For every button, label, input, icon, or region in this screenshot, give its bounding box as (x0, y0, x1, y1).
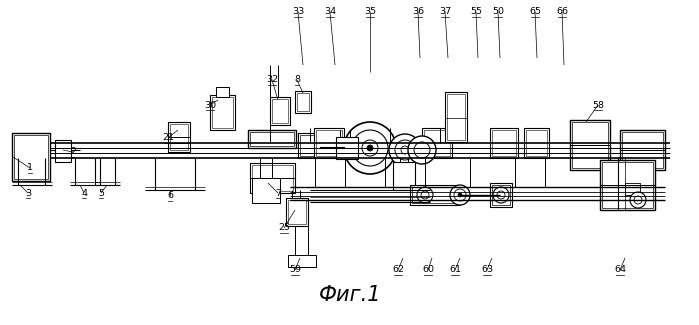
Bar (492, 130, 516, 156)
Bar (602, 162, 653, 208)
Bar (252, 178, 280, 203)
Bar (620, 130, 665, 170)
Bar (210, 95, 235, 130)
Circle shape (454, 189, 466, 201)
Text: 35: 35 (364, 7, 376, 17)
Text: 30: 30 (204, 100, 216, 110)
Bar (250, 132, 294, 146)
Bar (393, 162, 415, 190)
Bar (492, 185, 510, 205)
Bar (490, 183, 512, 207)
Bar (297, 93, 309, 111)
Circle shape (497, 191, 505, 199)
Bar (445, 92, 467, 142)
Circle shape (389, 134, 421, 166)
Bar (272, 99, 288, 123)
Circle shape (450, 185, 470, 205)
Bar (286, 198, 308, 226)
Circle shape (344, 122, 396, 174)
Text: 63: 63 (481, 266, 493, 275)
Text: 21: 21 (162, 134, 174, 142)
Bar (252, 165, 293, 191)
Text: 50: 50 (492, 7, 504, 17)
Circle shape (401, 146, 409, 154)
Text: 32: 32 (266, 75, 278, 84)
Circle shape (395, 140, 415, 160)
Bar (14, 135, 48, 179)
Bar (270, 97, 290, 125)
Text: 55: 55 (470, 7, 482, 17)
Text: 1: 1 (27, 163, 33, 173)
Bar (12, 133, 50, 181)
Circle shape (362, 140, 378, 156)
Circle shape (458, 193, 462, 197)
Bar (625, 183, 640, 195)
Text: 34: 34 (324, 7, 336, 17)
Circle shape (414, 142, 430, 158)
Text: Фиг.1: Фиг.1 (319, 285, 381, 305)
Text: 37: 37 (439, 7, 451, 17)
Bar (170, 124, 188, 150)
Bar (248, 130, 296, 148)
Bar (316, 130, 342, 156)
Text: 4: 4 (81, 188, 87, 198)
Bar (600, 160, 655, 210)
Text: 64: 64 (614, 266, 626, 275)
Circle shape (408, 136, 436, 164)
Bar (168, 122, 190, 152)
Circle shape (367, 145, 373, 151)
Text: 2: 2 (70, 148, 76, 157)
Circle shape (634, 196, 642, 204)
Text: 58: 58 (592, 100, 604, 110)
Bar (250, 163, 295, 193)
Circle shape (352, 130, 388, 166)
Bar (336, 137, 358, 159)
Bar (295, 91, 311, 113)
Text: 33: 33 (292, 7, 304, 17)
Text: 60: 60 (422, 266, 434, 275)
Text: 3: 3 (25, 188, 31, 198)
Text: 36: 36 (412, 7, 424, 17)
Circle shape (493, 187, 509, 203)
Bar (572, 122, 608, 168)
Bar (298, 133, 316, 158)
Text: 7: 7 (275, 188, 281, 198)
Text: 66: 66 (556, 7, 568, 17)
Bar (424, 130, 450, 156)
Text: 65: 65 (529, 7, 541, 17)
Bar (622, 132, 663, 168)
Bar (526, 130, 547, 156)
Text: 6: 6 (167, 191, 173, 201)
Text: 59: 59 (289, 266, 301, 275)
Circle shape (417, 187, 433, 203)
Bar (524, 128, 549, 158)
Text: 5: 5 (98, 188, 104, 198)
Bar (216, 87, 229, 97)
Text: 25: 25 (278, 224, 290, 232)
Bar (55, 140, 71, 162)
Text: 8: 8 (294, 75, 300, 84)
Circle shape (421, 191, 429, 199)
Bar (288, 200, 306, 224)
Bar (422, 128, 452, 158)
Bar (300, 135, 314, 156)
Bar (490, 128, 518, 158)
Text: 61: 61 (449, 266, 461, 275)
Bar (288, 255, 316, 267)
Bar (447, 94, 465, 140)
Bar (314, 128, 344, 158)
Bar (570, 120, 610, 170)
Bar (212, 97, 233, 128)
Bar (412, 187, 458, 203)
Circle shape (630, 192, 646, 208)
Bar (410, 185, 460, 205)
Text: 62: 62 (392, 266, 404, 275)
